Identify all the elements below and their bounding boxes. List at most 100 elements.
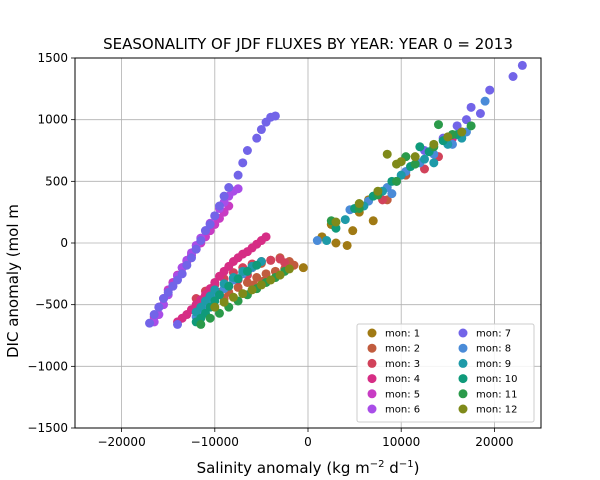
legend-marker xyxy=(367,374,377,384)
data-point-mon-7 xyxy=(196,236,206,246)
data-point-mon-9 xyxy=(322,236,332,246)
legend-marker xyxy=(367,404,377,414)
data-point-mon-12 xyxy=(275,270,285,280)
data-point-mon-12 xyxy=(457,127,467,137)
chart-title: SEASONALITY OF JDF FLUXES BY YEAR: YEAR … xyxy=(103,35,513,53)
x-axis-label-sup2: −1 xyxy=(399,459,414,470)
data-point-mon-12 xyxy=(382,149,392,159)
legend-marker xyxy=(367,389,377,399)
data-point-mon-7 xyxy=(233,170,243,180)
data-point-mon-8 xyxy=(312,236,322,246)
data-point-mon-7 xyxy=(485,85,495,95)
legend-label: mon: 8 xyxy=(476,344,511,355)
x-axis-label-mid: d xyxy=(385,459,399,477)
data-point-mon-7 xyxy=(261,117,271,127)
data-point-mon-1 xyxy=(298,263,308,273)
data-point-mon-7 xyxy=(149,310,159,320)
data-point-mon-7 xyxy=(159,294,169,303)
data-point-mon-7 xyxy=(163,287,173,297)
x-axis-label-end: ) xyxy=(414,459,420,477)
plot-area: −20000 −10000 0 10000 20000 −1500 −1000 −500 0 50… xyxy=(27,51,542,449)
data-point-mon-7 xyxy=(177,269,187,279)
x-axis-label-sup1: −2 xyxy=(370,459,385,470)
data-point-mon-9 xyxy=(191,307,201,317)
legend-label: mon: 11 xyxy=(476,389,517,400)
x-tick-label: −10000 xyxy=(191,435,239,449)
data-point-mon-7 xyxy=(191,244,201,254)
data-point-mon-7 xyxy=(256,125,266,135)
legend-marker xyxy=(458,404,468,414)
data-point-mon-7 xyxy=(145,318,155,328)
data-point-mon-7 xyxy=(173,275,183,285)
y-tick-label: 1500 xyxy=(37,51,68,65)
data-point-mon-7 xyxy=(182,260,192,270)
data-point-mon-3 xyxy=(280,258,290,268)
data-point-mon-12 xyxy=(247,285,257,295)
data-point-mon-3 xyxy=(266,255,276,265)
data-point-mon-3 xyxy=(420,164,429,174)
data-point-mon-11 xyxy=(433,120,443,130)
data-point-mon-10 xyxy=(252,260,262,270)
legend-label: mon: 2 xyxy=(385,344,420,355)
legend-box xyxy=(356,323,535,423)
legend-marker xyxy=(458,374,468,384)
data-point-mon-7 xyxy=(154,302,164,312)
data-point-mon-4 xyxy=(214,271,224,281)
data-point-mon-12 xyxy=(396,157,406,167)
data-points xyxy=(145,60,527,329)
data-point-mon-1 xyxy=(342,240,352,250)
data-point-mon-12 xyxy=(238,289,248,299)
data-point-mon-12 xyxy=(443,132,453,142)
data-point-mon-7 xyxy=(242,146,252,155)
legend-label: mon: 12 xyxy=(476,405,517,416)
y-tick-label: −500 xyxy=(35,298,68,312)
y-tick-label: 1000 xyxy=(37,113,68,127)
data-point-mon-8 xyxy=(480,96,490,106)
x-axis-label: Salinity anomaly (kg m−2 d−1) xyxy=(197,459,420,477)
x-tick-label: 0 xyxy=(304,435,312,449)
data-point-mon-1 xyxy=(331,238,341,248)
data-point-mon-12 xyxy=(256,280,266,290)
legend-label: mon: 1 xyxy=(385,329,420,340)
legend-marker xyxy=(367,328,377,338)
legend-marker xyxy=(367,358,377,368)
data-point-mon-10 xyxy=(224,281,234,291)
y-tick-label: −1000 xyxy=(27,359,68,373)
legend-marker xyxy=(458,343,468,353)
legend: mon: 1 mon: 2 mon: 3 mon: 4 mon: 5 mon: 6 mon:… xyxy=(356,323,535,423)
data-point-mon-7 xyxy=(200,226,210,236)
legend-label: mon: 3 xyxy=(385,359,420,370)
data-point-mon-10 xyxy=(233,274,243,284)
data-point-mon-10 xyxy=(415,142,425,152)
data-point-mon-10 xyxy=(242,266,252,276)
legend-label: mon: 6 xyxy=(385,405,420,416)
x-tick-label: −20000 xyxy=(97,435,145,449)
legend-marker xyxy=(458,389,468,399)
data-point-mon-7 xyxy=(205,220,215,229)
data-point-mon-11 xyxy=(392,176,402,186)
data-point-mon-12 xyxy=(210,302,220,312)
data-point-mon-4 xyxy=(210,277,220,287)
data-point-mon-1 xyxy=(348,226,358,236)
legend-label: mon: 9 xyxy=(476,359,511,370)
y-tick-label: 500 xyxy=(45,174,68,188)
data-point-mon-7 xyxy=(187,253,196,263)
data-point-mon-7 xyxy=(210,211,220,221)
data-point-mon-9 xyxy=(200,296,210,306)
data-point-mon-8 xyxy=(387,189,397,199)
data-point-mon-7 xyxy=(466,102,476,112)
data-point-mon-11 xyxy=(410,159,420,169)
data-point-mon-10 xyxy=(210,296,220,306)
data-point-mon-2 xyxy=(233,282,243,292)
legend-marker xyxy=(458,328,468,338)
data-point-mon-7 xyxy=(252,133,262,143)
data-point-mon-7 xyxy=(475,109,485,118)
legend-label: mon: 4 xyxy=(385,374,420,385)
y-tick-label: 0 xyxy=(60,236,68,250)
data-point-mon-7 xyxy=(214,201,224,211)
data-point-mon-9 xyxy=(340,215,350,225)
data-point-mon-9 xyxy=(420,154,429,164)
data-point-mon-12 xyxy=(354,199,364,209)
y-tick-label: −1500 xyxy=(27,421,68,435)
